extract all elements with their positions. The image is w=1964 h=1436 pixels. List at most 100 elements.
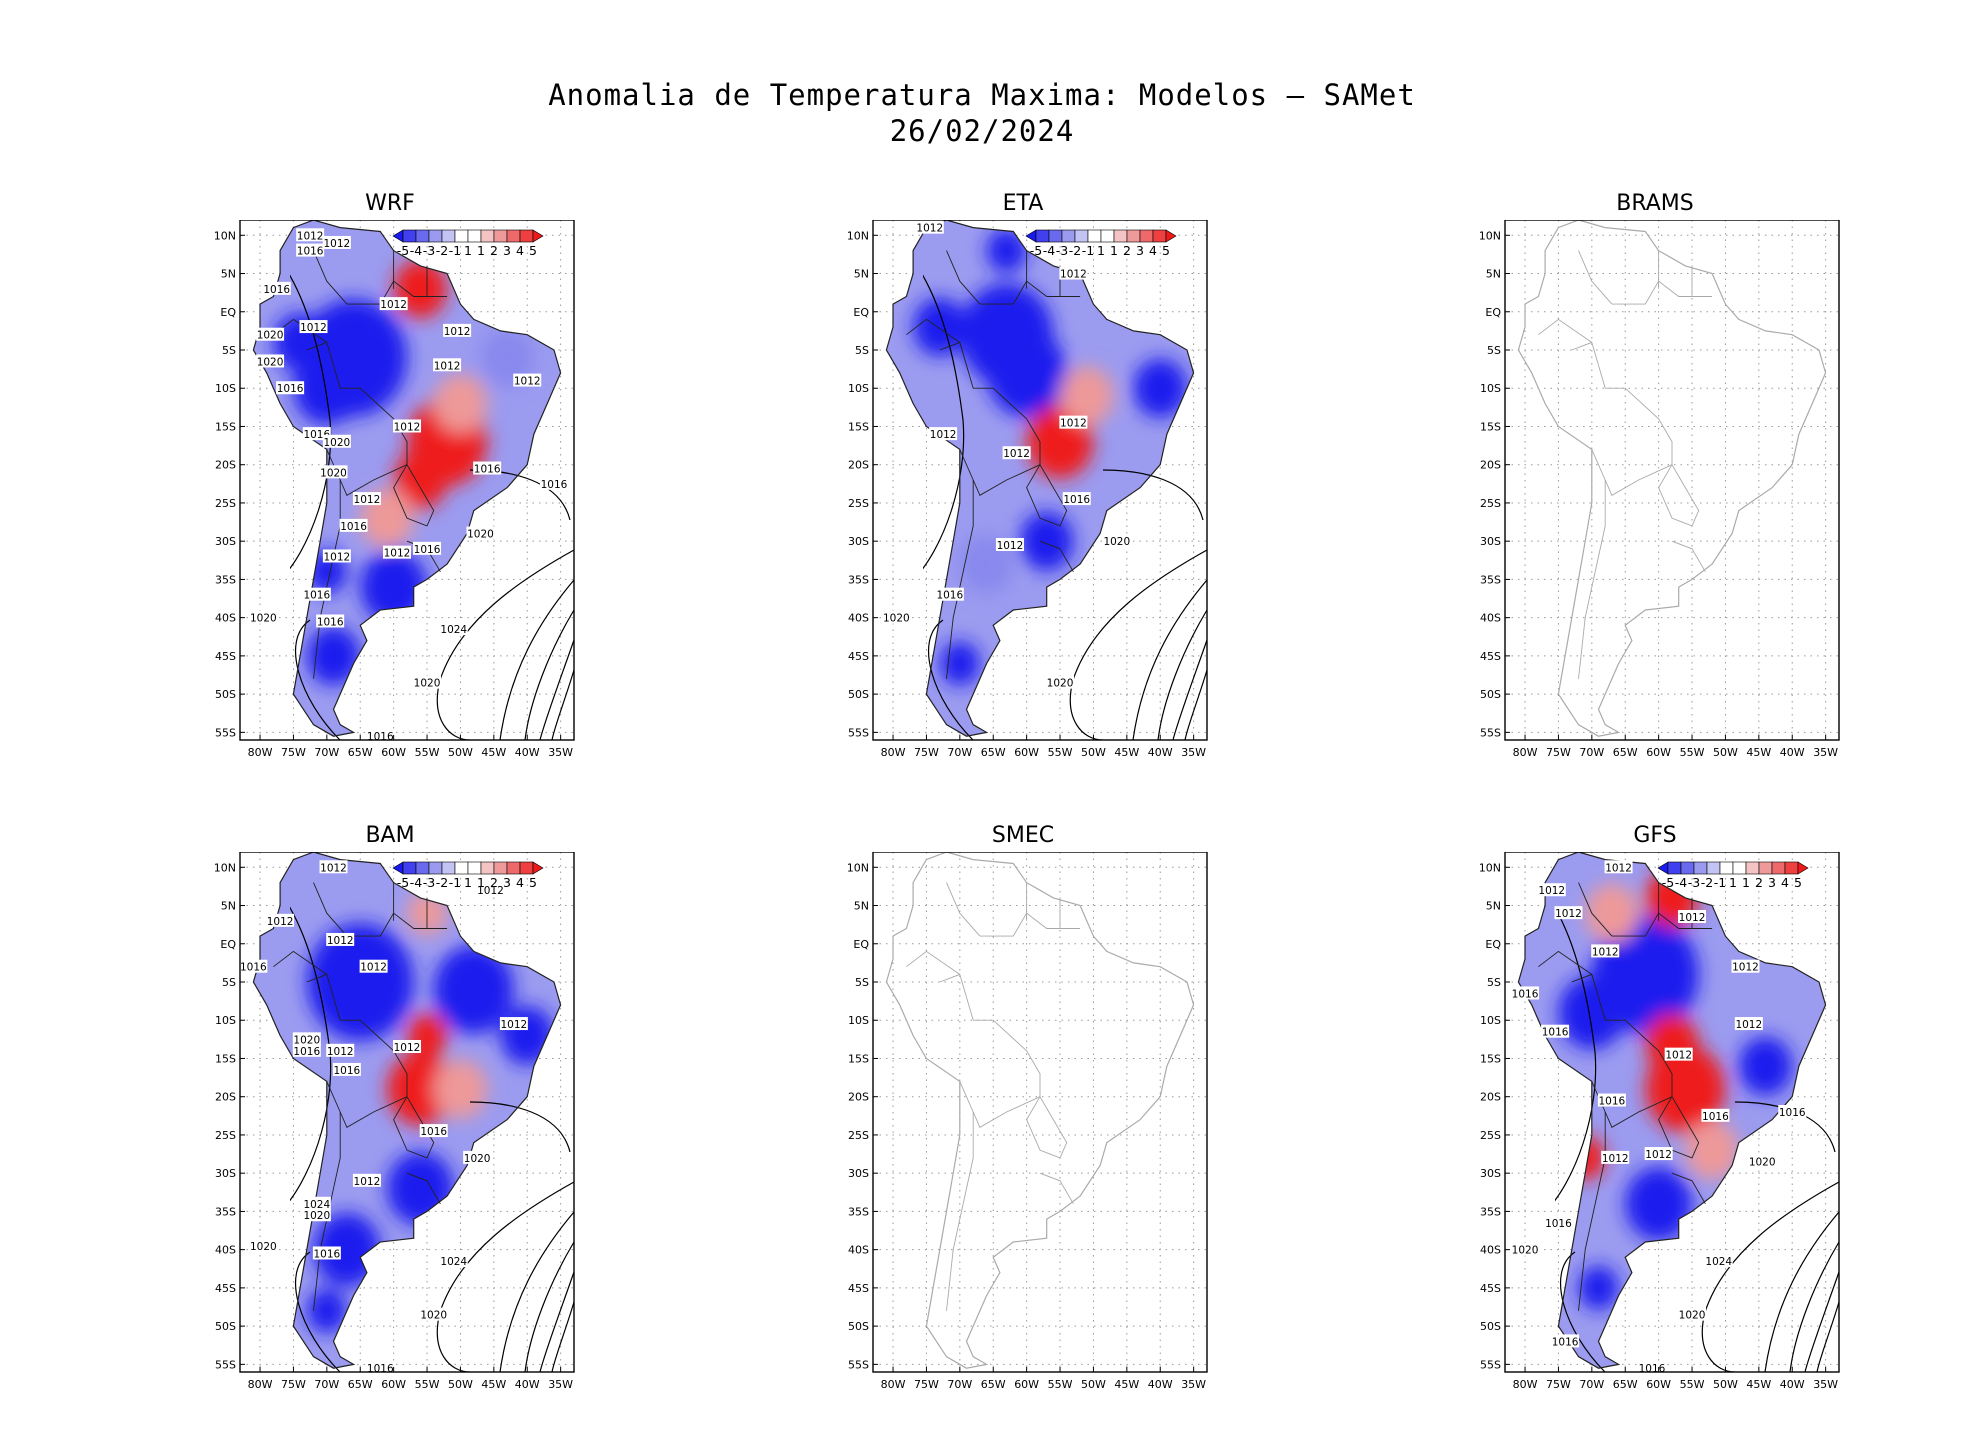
isobar-label: 1020 <box>1749 1157 1776 1169</box>
lon-tick-label: 65W <box>348 746 373 759</box>
lon-tick-label: 40W <box>515 746 540 759</box>
colorbar-tick-label: 4 <box>1781 875 1789 890</box>
colorbar-tick-label: -1 <box>449 243 461 258</box>
isobar-label: 1020 <box>303 1210 330 1222</box>
isobar-label: 1020 <box>293 1034 320 1046</box>
lat-tick-label: 10S <box>1480 1014 1501 1027</box>
lat-tick-label: 10N <box>1479 861 1501 874</box>
map-frame <box>1504 852 1840 1373</box>
lon-tick-label: 60W <box>1014 1378 1039 1391</box>
colorbar-tick-label: -3 <box>1688 875 1700 890</box>
isobar-label: 1016 <box>240 962 267 974</box>
lat-tick-label: 40S <box>215 1244 236 1257</box>
anomaly-blob <box>360 550 428 624</box>
anomaly-blob <box>1060 366 1114 426</box>
isobar-label: 1020 <box>1512 1245 1539 1257</box>
lat-tick-label: 25S <box>215 497 236 510</box>
lon-tick-label: 35W <box>1181 746 1206 759</box>
colorbar-tick-label: -4 <box>1675 875 1688 890</box>
isobar-label: 1020 <box>464 1153 491 1165</box>
lat-tick-label: 5N <box>221 268 236 281</box>
colorbar-tick-label: -4 <box>410 875 423 890</box>
colorbar-tick-label: 2 <box>490 875 498 890</box>
grid-lines <box>873 852 1207 1372</box>
country-border <box>1578 1112 1606 1311</box>
colorbar-tick-label: 1 <box>1729 875 1737 890</box>
country-border <box>1538 950 1593 975</box>
lat-tick-label: 25S <box>1480 497 1501 510</box>
lon-tick-label: 65W <box>981 1378 1006 1391</box>
colorbar-tick-label: 1 <box>1110 243 1118 258</box>
country-border <box>1578 480 1606 679</box>
lat-tick-label: 45S <box>1480 650 1501 663</box>
country-border <box>959 449 1041 496</box>
isobar-label: 1012 <box>327 1046 354 1058</box>
lon-tick-label: 70W <box>1579 746 1604 759</box>
isobar-label: 1016 <box>474 464 501 476</box>
lon-tick-label: 60W <box>1646 1378 1671 1391</box>
lon-tick-label: 35W <box>1813 1378 1838 1391</box>
colorbar: -5 -4 -3 -2 -1 1 1 2 3 4 5 <box>392 861 544 890</box>
isobar-label: 1016 <box>334 1065 361 1077</box>
lat-tick-label: 50S <box>215 1320 236 1333</box>
country-border <box>979 912 1081 937</box>
country-border <box>906 950 961 975</box>
colorbar-tick-label: 1 <box>1097 243 1105 258</box>
isobar-label: 1016 <box>1552 1336 1579 1348</box>
isobar-label: 1016 <box>1702 1111 1729 1123</box>
isobar-label: 1020 <box>467 529 494 541</box>
panel-title: GFS <box>1633 823 1677 848</box>
country-border <box>306 973 435 1143</box>
colorbar-tick-label: 5 <box>1794 875 1802 890</box>
lat-tick-label: 15S <box>848 420 869 433</box>
anomaly-blob <box>986 228 1027 273</box>
lat-tick-label: 15S <box>848 1052 869 1065</box>
lat-tick-label: 5N <box>1486 268 1501 281</box>
isobar-label: 1012 <box>1735 1019 1762 1031</box>
lon-tick-label: 80W <box>1513 1378 1538 1391</box>
colorbar-tick-label: 3 <box>1768 875 1776 890</box>
lon-tick-label: 35W <box>1181 1378 1206 1391</box>
country-border <box>1578 250 1613 305</box>
map-frame <box>239 220 575 741</box>
anomaly-blob <box>500 1006 554 1065</box>
lon-tick-label: 75W <box>914 1378 939 1391</box>
isobar-label: 1016 <box>313 1248 340 1260</box>
lon-tick-label: 35W <box>548 746 573 759</box>
lon-tick-label: 50W <box>1081 746 1106 759</box>
panel-wrf: WRF 1012 1012 1016 1016 1012 1012 1020 1012 1020 1… <box>190 190 590 780</box>
lat-tick-label: 45S <box>848 1282 869 1295</box>
colorbar-tick-label: -3 <box>1056 243 1068 258</box>
isobar-label: 1012 <box>477 885 504 897</box>
isobar-label: 1012 <box>394 421 421 433</box>
isobar-label: 1016 <box>340 521 367 533</box>
lon-tick-label: 45W <box>1746 746 1771 759</box>
anomaly-blob <box>306 1288 347 1333</box>
lat-tick-label: 55S <box>1480 726 1501 739</box>
anomaly-blob <box>313 1212 381 1287</box>
country-border <box>939 341 1068 511</box>
lat-tick-label: 20S <box>1480 1091 1501 1104</box>
isobar-label: 1012 <box>300 322 327 334</box>
anomaly-blob <box>480 328 534 388</box>
lat-tick-label: 5S <box>222 976 236 989</box>
lat-tick-label: 30S <box>848 1167 869 1180</box>
country-border <box>406 1172 441 1205</box>
lon-tick-label: 40W <box>1148 1378 1173 1391</box>
isobar-label: 1012 <box>1665 1050 1692 1062</box>
isobar-label: 1020 <box>883 613 910 625</box>
lon-tick-label: 65W <box>1613 746 1638 759</box>
lat-tick-label: 15S <box>1480 420 1501 433</box>
colorbar-tick-label: 3 <box>503 243 511 258</box>
isobar-label: 1016 <box>420 1126 447 1138</box>
colorbar-tick-label: 1 <box>464 243 472 258</box>
lon-tick-label: 50W <box>448 1378 473 1391</box>
lat-tick-label: 10S <box>215 1014 236 1027</box>
isobar-lines <box>923 274 1208 740</box>
lat-tick-label: 40S <box>848 1244 869 1257</box>
country-border <box>1571 341 1700 511</box>
lon-tick-label: 80W <box>1513 746 1538 759</box>
country-border <box>313 1112 341 1311</box>
isobar-label: 1020 <box>250 1241 277 1253</box>
coastline <box>885 852 1195 1369</box>
